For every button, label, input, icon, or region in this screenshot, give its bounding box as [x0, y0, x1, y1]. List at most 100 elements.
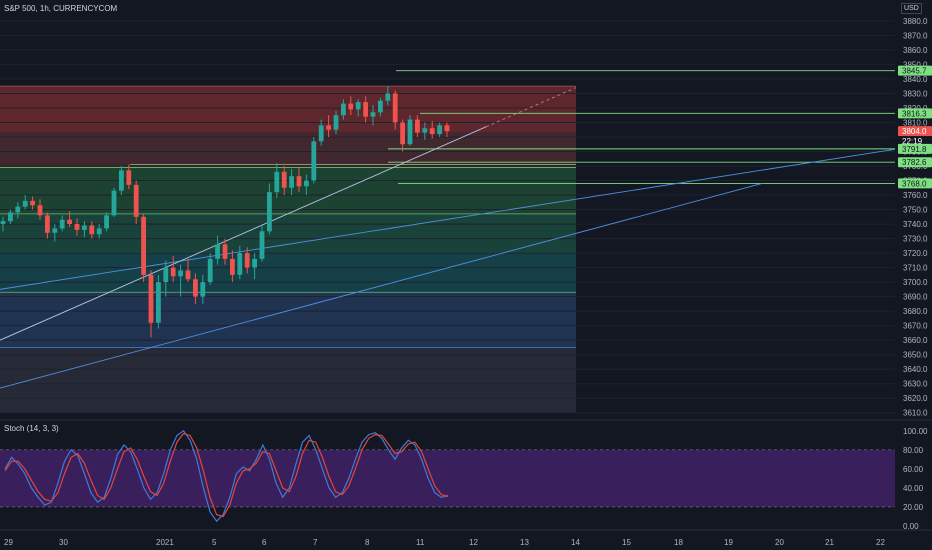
candle [8, 212, 13, 222]
price-axis-label: 3690.0 [903, 293, 928, 302]
candle [259, 231, 265, 259]
zones-layer [0, 85, 576, 413]
stoch-title: Stoch (14, 3, 3) [4, 424, 59, 433]
time-axis-label: 7 [313, 538, 318, 547]
candle [230, 258, 235, 275]
time-axis-label: 29 [4, 538, 13, 547]
price-axis-label: 3650.0 [903, 351, 928, 360]
candle [104, 215, 109, 229]
candle [0, 221, 6, 225]
candle [89, 225, 95, 235]
trend-line [0, 148, 896, 290]
candle [400, 122, 405, 145]
price-axis-label: 3620.0 [903, 394, 928, 403]
price-axis-label: 3730.0 [903, 235, 928, 244]
stoch-axis-label: 0.00 [903, 522, 919, 531]
price-tag-label: 3845.7 [902, 67, 927, 76]
candle [378, 100, 383, 113]
candle [15, 206, 21, 213]
candle [341, 103, 346, 116]
price-axis-label: 3640.0 [903, 365, 928, 374]
price-tag [898, 178, 932, 189]
candle [178, 270, 183, 277]
trend-line-projection [485, 87, 577, 128]
candle [133, 184, 139, 217]
stoch-line-D [4, 432, 449, 518]
price-axis-label: 3700.0 [903, 278, 928, 287]
price-tag-label: 3804.0 [902, 127, 927, 136]
time-axis-label: 2021 [156, 538, 174, 547]
candle [215, 244, 220, 259]
candle [156, 282, 161, 323]
stoch-layer [0, 419, 932, 530]
stoch-band [0, 449, 895, 507]
candle [96, 228, 102, 235]
candle [318, 125, 324, 142]
candle [222, 244, 228, 259]
candle [30, 200, 35, 206]
price-axis-label: 3660.0 [903, 336, 928, 345]
candle [148, 274, 154, 323]
candle [252, 258, 257, 268]
zone-gray [0, 347, 576, 413]
price-tag-label: 3768.0 [902, 179, 927, 188]
time-axis-label: 6 [262, 538, 267, 547]
candle [45, 215, 50, 233]
candle [163, 267, 169, 283]
candle [67, 219, 72, 225]
price-axis-label: 3810.0 [903, 118, 928, 127]
zone-green [0, 167, 576, 214]
price-tag [898, 143, 932, 154]
symbol-title: S&P 500, 1h, CURRENCYCOM [4, 4, 118, 13]
trend-line [0, 182, 763, 389]
candle [311, 141, 317, 181]
price-axis-label: 3760.0 [903, 191, 928, 200]
time-axis-label: 22 [876, 538, 885, 547]
price-axis-label: 3880.0 [903, 17, 928, 26]
candle [348, 103, 354, 110]
candle [281, 171, 287, 188]
candle [200, 282, 206, 297]
currency-tag[interactable]: USD [901, 3, 922, 14]
time-axis-label: 30 [59, 538, 68, 547]
price-axis-label: 3750.0 [903, 206, 928, 215]
candle [267, 192, 272, 232]
zone-green-teal [0, 213, 576, 254]
zone-red-band [0, 132, 576, 168]
price-axis-label: 3870.0 [903, 31, 928, 40]
price-axis-label: 3860.0 [903, 46, 928, 55]
candle [392, 93, 398, 123]
candle [304, 180, 309, 187]
stoch-axis-label: 60.00 [903, 465, 924, 474]
price-axis[interactable]: 3610.0 3620.0 3630.0 3640.0 3650.0 3660.0 3670… [903, 17, 928, 531]
candle [52, 228, 58, 233]
price-axis-label: 3710.0 [903, 264, 928, 273]
candle [82, 225, 87, 230]
trend-line [0, 126, 487, 341]
candle [193, 279, 198, 297]
price-axis-label: 3610.0 [903, 409, 928, 418]
candle [355, 102, 361, 110]
candle [326, 125, 331, 130]
zone-blue [0, 292, 576, 348]
candle [274, 171, 280, 193]
time-axis-label: 8 [365, 538, 370, 547]
time-axis-label: 20 [775, 538, 784, 547]
candle [119, 170, 124, 191]
price-tag [898, 126, 932, 137]
candle [385, 93, 391, 101]
candle [415, 119, 420, 133]
grid-layer [0, 20, 895, 414]
candle [170, 267, 176, 277]
price-tag [898, 65, 932, 76]
price-tag [898, 108, 932, 119]
time-axis[interactable]: 29 30 2021 5 6 7 8 11 12 13 14 15 18 19 20 21 22 [0, 529, 932, 547]
stoch-axis-label: 100.00 [903, 427, 928, 436]
price-axis-label: 3630.0 [903, 380, 928, 389]
price-axis-label: 3830.0 [903, 89, 928, 98]
price-axis-label: 3840.0 [903, 75, 928, 84]
price-tag-label: 3782.6 [902, 158, 927, 167]
